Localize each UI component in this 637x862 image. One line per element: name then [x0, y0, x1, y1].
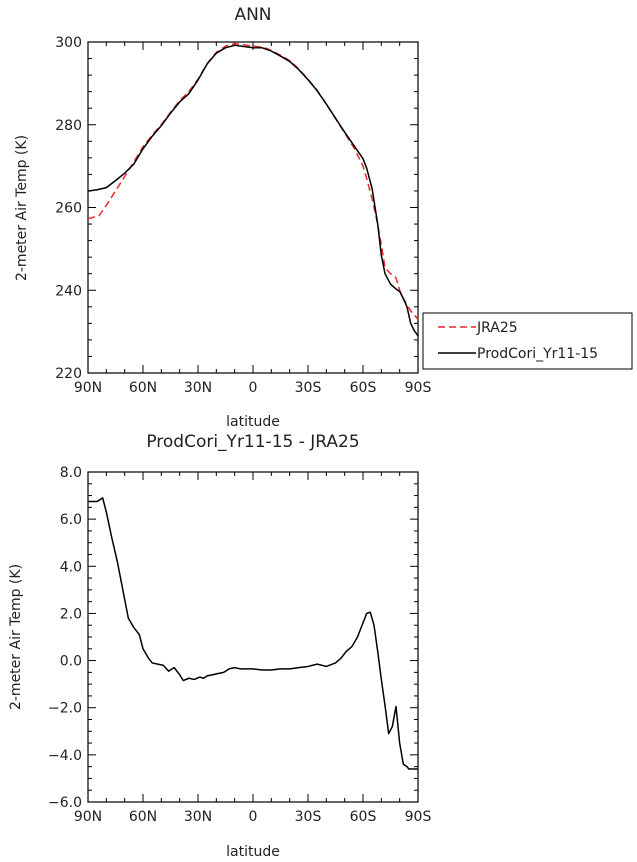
- top-y-tick-label: 300: [55, 35, 82, 51]
- bottom-x-tick-label: 90S: [405, 809, 432, 825]
- bottom-x-tick-label: 30N: [184, 809, 212, 825]
- legend-box: [422, 312, 633, 370]
- top-y-tick-label: 220: [55, 366, 82, 382]
- top-y-tick-label: 260: [55, 201, 82, 217]
- bottom-y-tick-label: −4.0: [48, 748, 82, 764]
- top-x-tick-label: 30S: [295, 380, 322, 396]
- bottom-y-axis-label: 2-meter Air Temp (K): [8, 564, 24, 710]
- bottom-x-tick-label: 60S: [350, 809, 377, 825]
- top-x-tick-label: 0: [249, 380, 258, 396]
- bottom-chart-series: [88, 497, 418, 770]
- bottom-y-tick-label: 0.0: [60, 654, 82, 670]
- top-series-line-1: [87, 44, 419, 337]
- bottom-x-tick-label: 60N: [129, 809, 157, 825]
- bottom-series-line-0: [88, 497, 418, 770]
- top-series-line-0: [87, 42, 419, 320]
- top-x-tick-label: 60S: [350, 380, 377, 396]
- bottom-y-tick-label: 6.0: [60, 512, 82, 528]
- bottom-chart-ticks: 90N 60N 30N 0 30S 60S 90S −6.0 −4.0 −2.0 0.0 2.0 4.0…: [48, 465, 431, 825]
- top-chart-frame: [87, 41, 419, 374]
- bottom-y-tick-label: −6.0: [48, 795, 82, 811]
- bottom-chart-title: ProdCori_Yr11-15 - JRA25: [146, 432, 359, 452]
- bottom-x-tick-label: 0: [249, 809, 258, 825]
- bottom-y-tick-label: 4.0: [60, 559, 82, 575]
- top-chart-series: [87, 42, 419, 337]
- top-x-axis-label: latitude: [226, 414, 280, 430]
- bottom-x-tick-label: 30S: [295, 809, 322, 825]
- bottom-x-tick-label: 90N: [74, 809, 102, 825]
- top-chart-title: ANN: [234, 5, 271, 25]
- top-y-tick-label: 280: [55, 118, 82, 134]
- top-chart-panel: ANN 90N 60N 30N 0 30S 60S 90S 220 240 260 280 300 l…: [14, 5, 431, 430]
- legend-label-prodcori: ProdCori_Yr11-15: [477, 346, 598, 362]
- top-y-axis-label: 2-meter Air Temp (K): [14, 135, 30, 281]
- bottom-y-tick-label: 2.0: [60, 606, 82, 622]
- top-x-tick-label: 60N: [129, 380, 157, 396]
- bottom-x-axis-label: latitude: [226, 844, 280, 860]
- top-y-tick-label: 240: [55, 283, 82, 299]
- top-x-tick-label: 90S: [405, 380, 432, 396]
- bottom-y-tick-label: 8.0: [60, 465, 82, 481]
- legend: JRA25 ProdCori_Yr11-15: [422, 312, 633, 370]
- bottom-chart-panel: ProdCori_Yr11-15 - JRA25 90N 60N 30N 0 30S 60…: [8, 432, 431, 860]
- legend-label-jra25: JRA25: [476, 320, 518, 336]
- top-chart-ticks: 90N 60N 30N 0 30S 60S 90S 220 240 260 280 300: [55, 35, 431, 396]
- bottom-y-tick-label: −2.0: [48, 701, 82, 717]
- top-x-tick-label: 90N: [74, 380, 102, 396]
- top-x-tick-label: 30N: [184, 380, 212, 396]
- bottom-chart-frame: [87, 471, 419, 803]
